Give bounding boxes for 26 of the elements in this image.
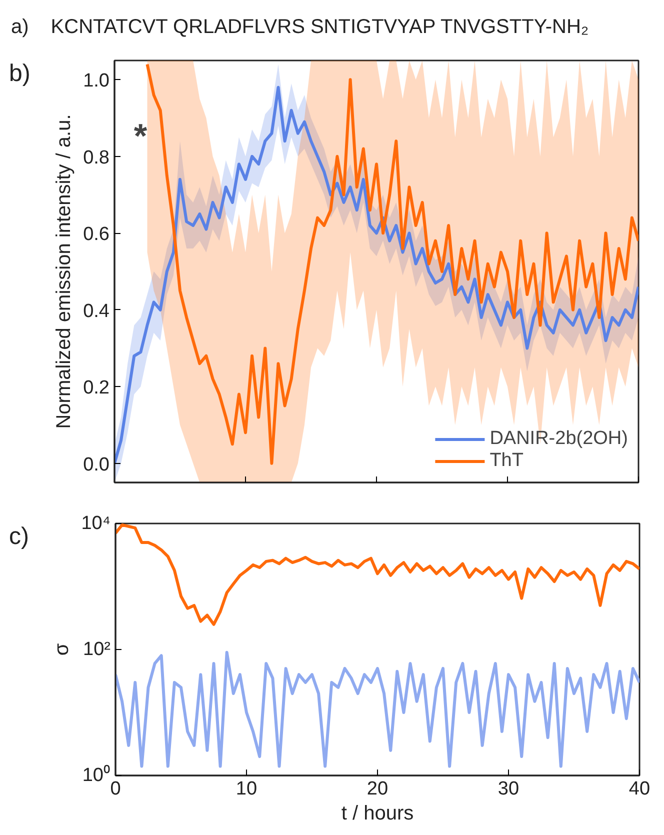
y-tick-label: 0.2 <box>83 378 110 399</box>
x-tick-label: 30 <box>498 778 520 800</box>
x-tick-label: 20 <box>366 778 388 800</box>
text: b) <box>8 59 30 89</box>
y-axis-title: σ <box>51 642 74 656</box>
y-tick-label: 0.0 <box>83 454 110 476</box>
y-tick-label: 0.4 <box>83 300 110 322</box>
line-series <box>116 650 640 768</box>
line-series <box>116 524 640 626</box>
text: KCNTATCVT QRLADFLVRS SNTIGTVYAP TNVGSTTY-NH₂ <box>50 16 589 38</box>
annotation: * <box>134 118 148 156</box>
text: a) <box>11 16 29 38</box>
y-tick-label: 10² <box>83 639 111 660</box>
y-tick-label: 0.6 <box>83 224 110 246</box>
y-axis-title: Normalized emission intensity / a.u. <box>53 114 76 429</box>
y-tick-label: 10⁴ <box>81 513 111 534</box>
legend-label: ThT <box>490 450 524 472</box>
y-tick-label: 0.8 <box>83 147 110 168</box>
text: c) <box>8 522 29 552</box>
legend-label: DANIR-2b(2OH) <box>490 428 628 450</box>
y-tick-label: 10⁰ <box>82 764 111 786</box>
y-tick-label: 1.0 <box>83 70 110 92</box>
x-tick-label: 0 <box>110 778 121 800</box>
x-tick-label: 10 <box>236 778 258 800</box>
x-axis-title: t / hours <box>341 802 414 824</box>
x-tick-label: 40 <box>628 778 650 800</box>
